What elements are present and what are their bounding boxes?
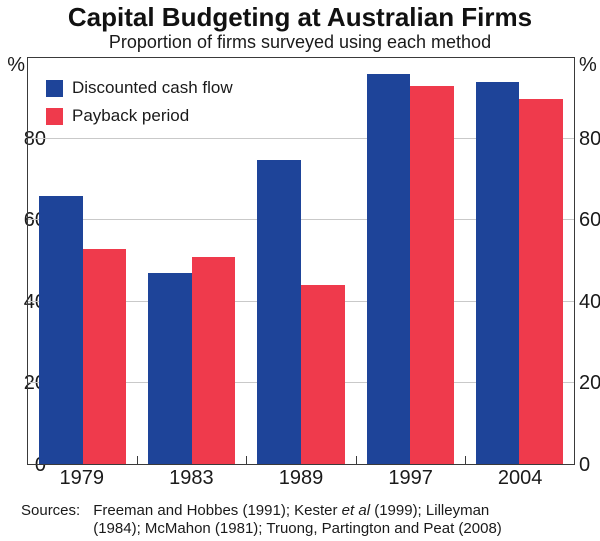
source-line1-italic: et al bbox=[341, 502, 371, 519]
x-axis-labels: 1979 1983 1989 1997 2004 bbox=[27, 467, 575, 490]
bar-discounted-cash-flow-1989 bbox=[257, 159, 301, 464]
y-axis-labels-right: 0 20 40 60 80 bbox=[579, 57, 600, 476]
y-axis-unit-right: % bbox=[579, 54, 597, 76]
y-axis-labels-left: 0 20 40 60 80 bbox=[0, 57, 46, 476]
legend: Discounted cash flow Payback period bbox=[46, 78, 233, 126]
chart-title: Capital Budgeting at Australian Firms bbox=[67, 2, 533, 32]
legend-item-payback-period: Payback period bbox=[46, 106, 233, 126]
source-line2: (1984); McMahon (1981); Truong, Partingt… bbox=[93, 520, 502, 537]
bar-discounted-cash-flow-1983 bbox=[148, 273, 192, 464]
x-tick-4 bbox=[464, 456, 466, 464]
bar-group-1997 bbox=[356, 58, 465, 464]
gridline-80 bbox=[28, 138, 574, 140]
x-axis-label-2004: 2004 bbox=[497, 467, 543, 489]
bar-discounted-cash-flow-1997 bbox=[366, 74, 411, 464]
source-line1-post: (1999); Lilleyman bbox=[370, 502, 490, 519]
x-axis-label-1983: 1983 bbox=[169, 467, 214, 489]
x-tick-2 bbox=[246, 456, 248, 464]
y-tick-label-right-20: 20 bbox=[579, 372, 600, 395]
legend-label: Discounted cash flow bbox=[72, 78, 233, 97]
x-axis-label-1979: 1979 bbox=[59, 467, 105, 489]
chart-subtitle: Proportion of firms surveyed using each … bbox=[108, 32, 492, 52]
y-axis-unit-left: % bbox=[7, 54, 25, 76]
gridline-60 bbox=[28, 219, 574, 221]
bar-payback-period-2004 bbox=[519, 98, 564, 464]
bar-discounted-cash-flow-1979 bbox=[38, 196, 83, 464]
y-tick-label-right-40: 40 bbox=[579, 290, 600, 313]
y-tick-label-right-0: 0 bbox=[579, 454, 591, 476]
bar-group-1989 bbox=[246, 58, 355, 464]
source-note: Sources: Freeman and Hobbes (1991); Kest… bbox=[21, 502, 583, 538]
bar-payback-period-1979 bbox=[82, 248, 127, 464]
x-tick-3 bbox=[355, 456, 357, 464]
legend-swatch-icon bbox=[46, 79, 63, 97]
source-note-text: Freeman and Hobbes (1991); Kester et al … bbox=[93, 502, 583, 538]
source-line1-pre: Freeman and Hobbes (1991); Kester bbox=[93, 502, 342, 519]
bar-payback-period-1997 bbox=[410, 86, 454, 464]
y-tick-label-right-60: 60 bbox=[579, 209, 600, 232]
y-tick-label-right-80: 80 bbox=[579, 127, 600, 150]
legend-swatch-icon bbox=[46, 107, 63, 125]
bar-discounted-cash-flow-2004 bbox=[475, 82, 520, 464]
bar-payback-period-1989 bbox=[301, 285, 345, 464]
x-axis-label-1997: 1997 bbox=[388, 467, 433, 489]
x-axis-label-1989: 1989 bbox=[278, 467, 324, 489]
legend-item-discounted-cash-flow: Discounted cash flow bbox=[46, 78, 233, 98]
legend-label: Payback period bbox=[72, 106, 190, 125]
bar-payback-period-1983 bbox=[191, 256, 236, 464]
source-note-label: Sources: bbox=[21, 502, 81, 519]
plot-area: Discounted cash flow Payback period bbox=[27, 57, 575, 465]
bar-group-1979 bbox=[28, 58, 137, 464]
bar-group-1983 bbox=[137, 58, 246, 464]
y-tick-label-left-0: 0 bbox=[34, 454, 46, 476]
bar-groups bbox=[28, 58, 574, 464]
bar-group-2004 bbox=[465, 58, 574, 464]
x-tick-1 bbox=[137, 456, 139, 464]
